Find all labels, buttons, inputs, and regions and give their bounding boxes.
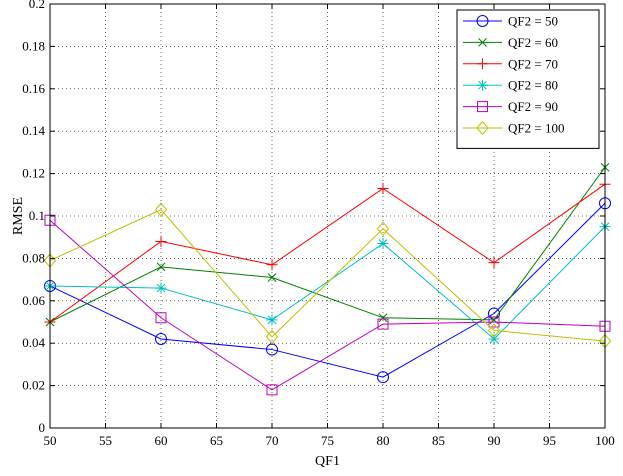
legend-marker — [476, 15, 489, 27]
data-point — [155, 235, 167, 247]
y-tick-label: 0.14 — [22, 123, 45, 138]
data-point — [377, 182, 389, 194]
legend-marker — [477, 58, 488, 70]
data-point — [154, 202, 168, 217]
y-tick-label: 0.18 — [22, 38, 45, 53]
axis-ticks: 50 55 60 65 70 75 80 85 90 95 100 0 0.02 0.04 0.06 0.08… — [22, 0, 615, 448]
legend-label: QF2 = 70 — [508, 56, 558, 71]
x-tick-label: 95 — [543, 433, 556, 448]
legend-item: QF2 = 50 — [463, 14, 558, 29]
x-axis-label: QF1 — [315, 454, 340, 469]
series-line — [49, 209, 606, 342]
legend-marker — [477, 101, 488, 113]
y-tick-label: 0.08 — [22, 250, 45, 265]
y-tick-label: 0.2 — [29, 0, 45, 11]
data-point — [488, 307, 500, 320]
legend-item: QF2 = 90 — [463, 99, 558, 114]
legend-item: QF2 = 60 — [463, 35, 558, 50]
y-tick-label: 0.16 — [22, 81, 45, 96]
series-line — [49, 183, 606, 323]
y-tick-label: 0.12 — [22, 166, 45, 181]
data-point — [155, 282, 167, 294]
x-tick-label: 80 — [377, 433, 390, 448]
x-tick-label: 55 — [99, 433, 112, 448]
legend-item: QF2 = 70 — [463, 56, 558, 71]
y-tick-label: 0.1 — [29, 208, 45, 223]
legend-label: QF2 = 90 — [508, 99, 558, 114]
x-tick-label: 65 — [210, 433, 223, 448]
legend-item: QF2 = 80 — [463, 78, 558, 93]
data-point — [265, 329, 279, 345]
y-tick-label: 0.06 — [22, 293, 45, 308]
legend-box — [456, 9, 600, 149]
data-point — [377, 318, 389, 330]
legend-label: QF2 = 100 — [508, 121, 564, 136]
x-tick-label: 85 — [432, 433, 445, 448]
series-line — [49, 226, 606, 340]
legend-label: QF2 = 60 — [508, 35, 558, 50]
legend-label: QF2 = 50 — [508, 14, 558, 29]
legend-marker — [476, 120, 489, 136]
x-tick-label: 100 — [595, 433, 615, 448]
grid — [50, 4, 605, 428]
data-point — [267, 273, 277, 282]
x-tick-label: 90 — [488, 433, 501, 448]
data-point — [487, 323, 501, 338]
x-tick-label: 60 — [155, 433, 168, 448]
series-5 — [44, 214, 611, 396]
data-point — [376, 221, 390, 236]
y-tick-label: 0.02 — [22, 378, 45, 393]
y-tick-label: 0.04 — [22, 335, 45, 350]
data-point — [266, 259, 278, 271]
data-point — [155, 332, 167, 345]
series-line — [49, 219, 606, 391]
y-tick-label: 0 — [39, 420, 46, 435]
data-point — [488, 316, 500, 328]
data-point — [266, 384, 278, 396]
legend-item: QF2 = 100 — [463, 121, 564, 136]
x-tick-label: 75 — [321, 433, 334, 448]
legend-marker — [478, 38, 487, 47]
data-point — [155, 312, 167, 324]
data-point — [156, 262, 166, 272]
data-point — [378, 313, 388, 323]
x-tick-label: 50 — [44, 433, 57, 448]
y-axis-label: RMSE — [11, 197, 26, 235]
data-point — [488, 333, 500, 345]
data-point — [488, 257, 500, 269]
series-line — [49, 166, 606, 323]
legend-marker — [477, 79, 488, 91]
legend-label: QF2 = 80 — [508, 78, 558, 93]
data-point — [266, 314, 278, 326]
data-point — [377, 238, 389, 250]
x-tick-label: 70 — [266, 433, 279, 448]
legend: QF2 = 50 QF2 = 60 QF2 = 70 QF2 = 80 QF2 = 90… — [456, 9, 600, 149]
data-point — [377, 371, 389, 384]
